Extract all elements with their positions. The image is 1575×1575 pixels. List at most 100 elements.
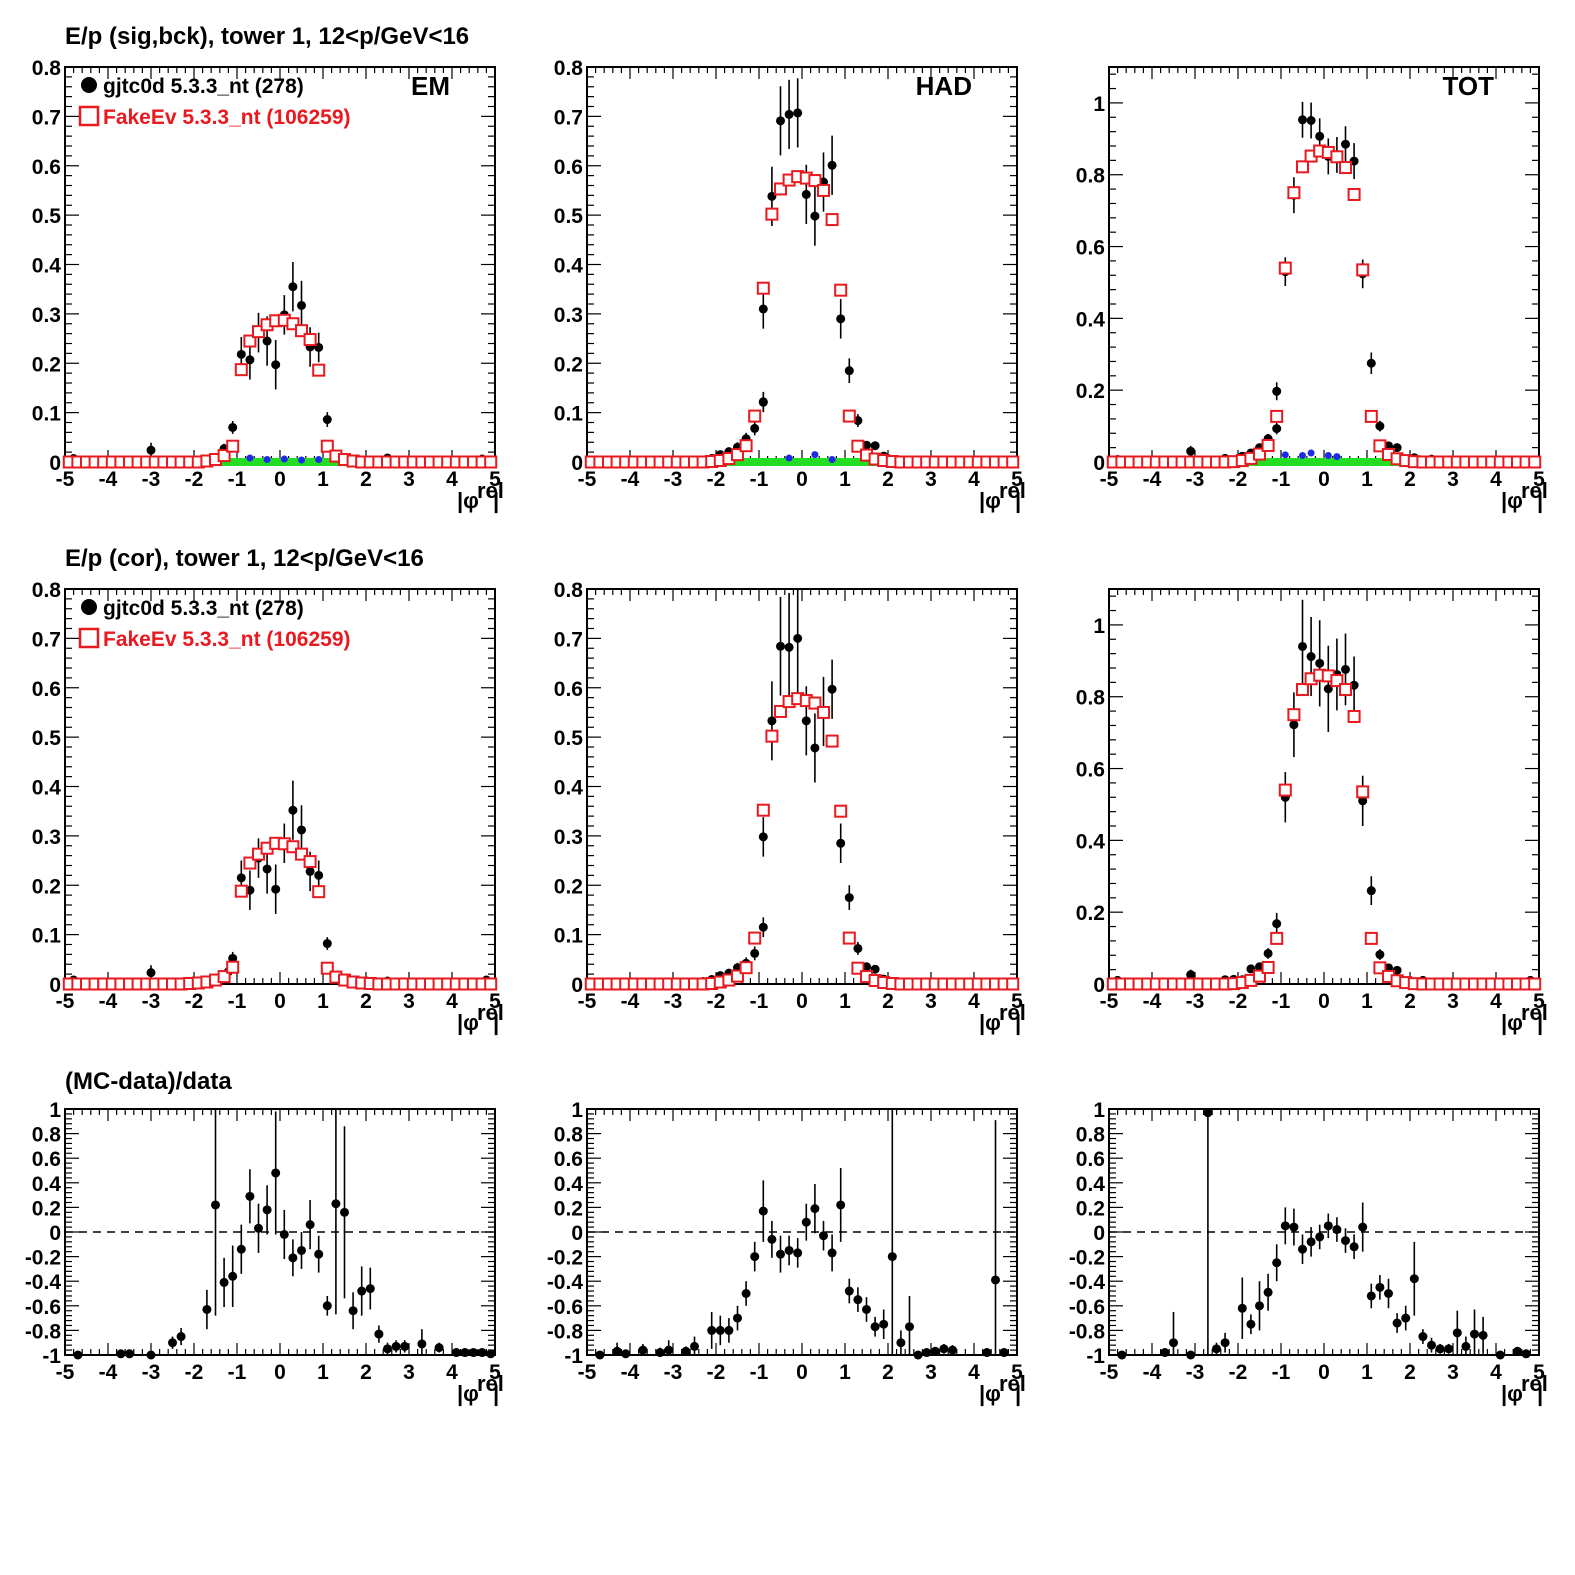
x-axis-label-end: | <box>1015 1010 1021 1035</box>
data-point <box>1272 424 1282 434</box>
data-point <box>827 684 837 694</box>
legend-mc-marker <box>78 105 100 127</box>
series-blue <box>785 451 836 464</box>
data-point <box>1263 1287 1273 1297</box>
data-point <box>1203 1108 1213 1118</box>
data-point <box>1358 796 1368 806</box>
y-tick-label: 0 <box>49 1222 61 1245</box>
y-tick-label: 0.8 <box>554 1124 584 1147</box>
y-tick-label: 0.3 <box>32 304 61 327</box>
y-tick-label: -1 <box>1086 1345 1105 1368</box>
x-tick-label: 5 <box>489 990 501 1013</box>
x-tick-label: 3 <box>925 468 937 491</box>
data-point <box>1186 970 1196 980</box>
mc-point <box>295 847 308 861</box>
y-tick-label: 0.1 <box>554 403 584 426</box>
data-point <box>460 1348 470 1358</box>
data-point <box>741 1289 751 1298</box>
data-point <box>365 1284 375 1294</box>
data-point <box>1341 139 1350 149</box>
mc-point <box>1339 161 1352 175</box>
mc-point <box>303 855 317 869</box>
data-point <box>322 1301 332 1311</box>
mc-point <box>808 696 822 710</box>
mc-point <box>774 704 787 718</box>
y-tick-label: 0.3 <box>554 304 583 327</box>
x-axis-label-sup: rel <box>999 1000 1026 1025</box>
data-point <box>1298 1244 1307 1254</box>
data-point <box>733 1313 742 1323</box>
data-point <box>1280 1221 1290 1231</box>
x-tick-label: -3 <box>1186 1361 1205 1384</box>
y-tick-label: 0.8 <box>1076 165 1106 188</box>
x-tick-label: -2 <box>185 990 204 1013</box>
series-mc <box>62 836 498 991</box>
x-tick-label: 2 <box>882 468 894 491</box>
x-tick-label: 5 <box>1533 1361 1545 1384</box>
y-tick-label: 0.5 <box>554 727 584 750</box>
mc-point <box>825 734 839 748</box>
y-tick-label: 1 <box>49 1099 61 1122</box>
data-point <box>374 1329 384 1339</box>
y-tick-label: 0.8 <box>1076 687 1106 710</box>
data-point <box>776 641 785 651</box>
x-tick-label: -4 <box>1143 1361 1162 1384</box>
bkg-point <box>280 455 288 463</box>
x-axis-label-end: | <box>493 1010 499 1035</box>
data-point <box>1186 1350 1196 1360</box>
data-point <box>930 1346 940 1356</box>
data-point <box>595 1350 605 1360</box>
x-tick-label: 1 <box>839 468 851 491</box>
bkg-point <box>246 454 254 462</box>
y-tick-label: 0.6 <box>32 156 61 179</box>
data-point <box>331 1199 341 1209</box>
mc-point <box>217 970 231 984</box>
x-tick-label: 5 <box>1533 468 1545 491</box>
data-point <box>1495 1350 1505 1360</box>
mc-point <box>1006 977 1020 991</box>
mc-point <box>312 885 326 899</box>
data-point <box>236 873 246 883</box>
x-axis-label-sup: rel <box>477 1000 504 1025</box>
bkg-point <box>298 456 305 464</box>
x-tick-label: -5 <box>1100 1361 1119 1384</box>
bkg-point <box>1333 453 1341 461</box>
x-tick-label: -5 <box>56 990 75 1013</box>
data-point <box>758 922 768 932</box>
data-point <box>288 1253 298 1263</box>
data-point <box>1384 1289 1393 1298</box>
x-tick-label: 0 <box>274 1361 286 1384</box>
y-tick-label: 0.4 <box>32 1173 62 1196</box>
y-tick-label: 0.3 <box>554 826 583 849</box>
x-tick-label: 3 <box>1447 1361 1459 1384</box>
x-tick-label: -4 <box>99 468 118 491</box>
mc-point <box>484 977 498 991</box>
mc-point <box>286 840 300 854</box>
bkg-point <box>1307 449 1315 457</box>
x-tick-label: 2 <box>360 990 372 1013</box>
y-tick-label: -0.8 <box>1069 1320 1106 1343</box>
y-tick-label: 0.6 <box>1076 1148 1105 1171</box>
series-blue <box>1281 449 1341 461</box>
data-point <box>793 108 803 118</box>
data-point <box>801 189 811 199</box>
mc-point <box>312 363 326 377</box>
data-point <box>991 1275 1000 1285</box>
row-title-sig-bck: E/p (sig,bck), tower 1, 12<p/GeV<16 <box>65 23 469 50</box>
mc-point <box>765 207 779 221</box>
data-point <box>1461 1341 1471 1351</box>
data-point <box>262 864 272 874</box>
data-point <box>767 716 777 726</box>
mc-point <box>303 333 317 347</box>
data-point <box>219 1277 229 1287</box>
data-point <box>1366 1291 1376 1301</box>
mc-point <box>748 409 762 423</box>
x-tick-label: -3 <box>664 468 683 491</box>
mc-point <box>817 705 830 719</box>
x-tick-label: -5 <box>578 1361 597 1384</box>
data-point <box>228 953 238 963</box>
data-point <box>279 1229 289 1239</box>
x-tick-label: -4 <box>99 990 118 1013</box>
x-tick-label: -2 <box>185 468 204 491</box>
data-point <box>810 1204 820 1214</box>
